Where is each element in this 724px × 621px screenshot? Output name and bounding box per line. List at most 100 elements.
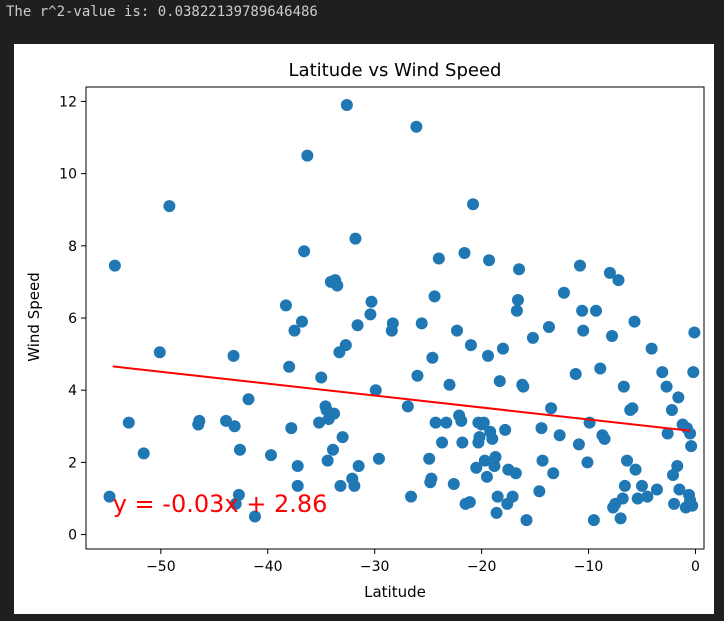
scatter-point <box>603 266 616 279</box>
scatter-point <box>153 346 166 359</box>
x-tick-label: −20 <box>467 559 497 575</box>
scatter-point <box>517 380 530 393</box>
scatter-point <box>628 315 641 328</box>
scatter-point <box>467 198 480 211</box>
scatter-point <box>193 414 206 427</box>
scatter-point <box>432 252 445 265</box>
y-axis-label: Wind Speed <box>25 272 43 362</box>
scatter-point <box>401 400 414 413</box>
scatter-point <box>547 467 560 480</box>
scatter-point <box>618 479 631 492</box>
scatter-point <box>336 431 349 444</box>
scatter-point <box>557 286 570 299</box>
x-tick-label: −10 <box>574 559 604 575</box>
x-tick-label: −50 <box>146 559 176 575</box>
scatter-point <box>598 432 611 445</box>
scatter-point <box>425 472 438 485</box>
scatter-point <box>321 454 334 467</box>
scatter-point <box>668 497 681 510</box>
scatter-point <box>242 393 255 406</box>
scatter-point <box>372 452 385 465</box>
scatter-point <box>684 494 697 507</box>
scatter-point <box>423 452 436 465</box>
scatter-point <box>650 483 663 496</box>
scatter-point <box>227 349 240 362</box>
scatter-point <box>248 510 261 523</box>
plot-area-frame <box>85 86 705 550</box>
x-tick-label: −40 <box>253 559 283 575</box>
scatter-point <box>440 416 453 429</box>
scatter-point <box>535 422 548 435</box>
scatter-point <box>349 232 362 245</box>
regression-equation: y = -0.03x + 2.86 <box>113 490 328 518</box>
scatter-point <box>232 488 245 501</box>
scatter-point <box>137 447 150 460</box>
r2-output-text: The r^2-value is: 0.03822139789646486 <box>6 4 318 20</box>
scatter-point <box>122 416 135 429</box>
scatter-point <box>572 438 585 451</box>
scatter-point <box>315 371 328 384</box>
scatter-point <box>298 245 311 258</box>
scatter-point <box>606 330 619 343</box>
scatter-point <box>291 479 304 492</box>
scatter-point <box>464 339 477 352</box>
scatter-point <box>533 485 546 498</box>
x-axis-label: Latitude <box>364 583 426 601</box>
scatter-point <box>666 469 679 482</box>
scatter-point <box>614 512 627 525</box>
scatter-point <box>451 324 464 337</box>
scatter-point <box>463 496 476 509</box>
chart-title: Latitude vs Wind Speed <box>289 60 502 81</box>
scatter-point <box>569 367 582 380</box>
scatter-point <box>443 378 456 391</box>
regression-line <box>112 365 691 432</box>
scatter-point <box>493 375 506 388</box>
scatter-point <box>490 506 503 519</box>
scatter-point <box>477 416 490 429</box>
scatter-point <box>352 459 365 472</box>
scatter-point <box>688 326 701 339</box>
scatter-chart: Latitude vs Wind Speed Latitude Wind Spe… <box>25 60 705 601</box>
scatter-point <box>456 436 469 449</box>
scatter-point <box>526 331 539 344</box>
scatter-point <box>455 414 468 427</box>
scatter-point <box>553 429 566 442</box>
scatter-point <box>470 461 483 474</box>
x-tick-label: −30 <box>360 559 390 575</box>
scatter-point <box>351 319 364 332</box>
scatter-point <box>661 427 674 440</box>
scatter-point <box>264 449 277 462</box>
scatter-point <box>573 259 586 272</box>
scatter-point <box>415 317 428 330</box>
scatter-point <box>288 324 301 337</box>
scatter-point <box>496 342 509 355</box>
scatter-point <box>665 404 678 417</box>
scatter-point <box>489 450 502 463</box>
scatter-point <box>334 479 347 492</box>
scatter-point <box>506 490 519 503</box>
scatter-point <box>313 416 326 429</box>
scatter-point <box>685 440 698 453</box>
scatter-point <box>590 304 603 317</box>
y-tick-label: 8 <box>68 239 77 255</box>
scatter-point <box>626 402 639 415</box>
scatter-point <box>587 514 600 527</box>
scatter-point <box>369 384 382 397</box>
scatter-point <box>510 304 523 317</box>
scatter-point <box>108 259 121 272</box>
scatter-point <box>228 420 241 433</box>
scatter-point <box>348 479 361 492</box>
scatter-point <box>405 490 418 503</box>
scatter-point <box>411 369 424 382</box>
scatter-point <box>478 454 491 467</box>
scatter-point <box>483 254 496 267</box>
scatter-point <box>480 470 493 483</box>
scatter-point <box>673 483 686 496</box>
scatter-point <box>621 454 634 467</box>
scatter-point <box>631 492 644 505</box>
scatter-point <box>577 324 590 337</box>
scatter-point <box>482 349 495 362</box>
x-tick-label: 0 <box>691 559 700 575</box>
scatter-point <box>458 247 471 260</box>
scatter-point <box>616 492 629 505</box>
